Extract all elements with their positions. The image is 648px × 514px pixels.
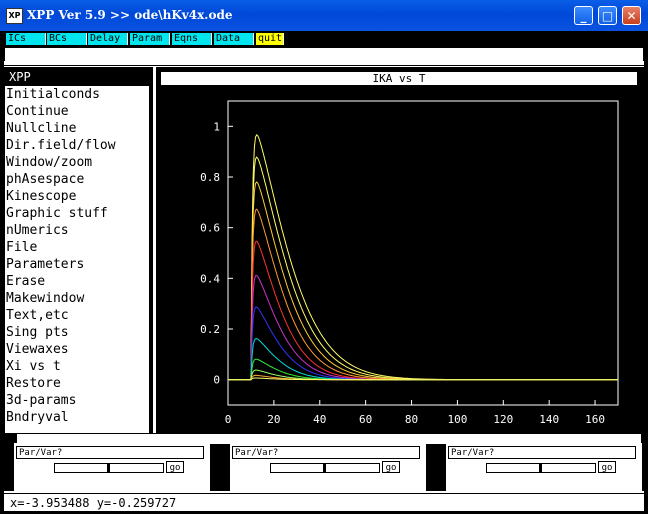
menu-item[interactable]: Erase	[6, 274, 46, 289]
x-tick-label: 120	[493, 413, 513, 426]
graphics-window[interactable]: IKA vs T 0 20 40 60 80 100 120 140 160 0 0.2 0.4 0.6…	[156, 67, 644, 469]
par-var-field[interactable]: Par/Var?	[232, 446, 420, 459]
app-icon: XP	[6, 8, 23, 24]
menu-item[interactable]: Initialconds	[6, 87, 100, 102]
bcs-button[interactable]: BCs	[47, 33, 87, 45]
go-button[interactable]: go	[382, 461, 400, 473]
param-slider-track[interactable]	[54, 463, 164, 473]
menu-item[interactable]: Sing pts	[6, 325, 69, 340]
ics-button[interactable]: ICs	[6, 33, 46, 45]
series-line	[228, 274, 618, 381]
menu-item[interactable]: Restore	[6, 376, 61, 391]
menu-item[interactable]: 3d-params	[6, 393, 77, 408]
menu-title: XPP	[5, 69, 149, 86]
y-tick-label: 0.8	[200, 171, 220, 184]
close-button[interactable]: ✕	[622, 6, 641, 25]
info-line	[4, 61, 644, 66]
eqns-button[interactable]: Eqns	[172, 33, 212, 45]
go-button[interactable]: go	[166, 461, 184, 473]
series-line	[228, 181, 618, 381]
menu-item[interactable]: nUmerics	[6, 223, 69, 238]
x-tick-label: 160	[585, 413, 605, 426]
series-line	[228, 240, 618, 381]
menu-item[interactable]: Text,etc	[6, 308, 69, 323]
menu-item[interactable]: Nullcline	[6, 121, 77, 136]
par-var-field[interactable]: Par/Var?	[448, 446, 636, 459]
y-tick-label: 0.4	[200, 272, 220, 285]
menu-item[interactable]: phAsespace	[6, 172, 85, 187]
param-slider-2: Par/Var? go	[230, 443, 426, 491]
quit-button[interactable]: quit	[256, 33, 284, 45]
data-button[interactable]: Data	[214, 33, 254, 45]
param-button[interactable]: Param	[130, 33, 170, 45]
plot-area[interactable]: 0 20 40 60 80 100 120 140 160 0 0.2 0.4 0.6 0.8 1	[156, 87, 644, 467]
series-line	[228, 306, 618, 381]
menu-item[interactable]: Viewaxes	[6, 342, 69, 357]
plot-frame	[227, 100, 619, 406]
y-tick-label: 0.2	[200, 323, 220, 336]
maximize-button[interactable]: □	[598, 6, 617, 25]
slider-thumb[interactable]	[107, 464, 110, 472]
x-tick-label: 60	[359, 413, 372, 426]
param-slider-3: Par/Var? go	[446, 443, 642, 491]
x-tick-label: 20	[267, 413, 280, 426]
x-tick-label: 80	[405, 413, 418, 426]
minimize-button[interactable]: _	[574, 6, 593, 25]
param-slider-track[interactable]	[270, 463, 380, 473]
parameter-area: Par/Var? go Par/Var? go Par/Var? go	[4, 433, 644, 491]
client-area: ICs BCs Delay Param Eqns Data quit XPP I…	[4, 31, 644, 511]
graph-title: IKA vs T	[160, 71, 638, 86]
par-var-field[interactable]: Par/Var?	[16, 446, 204, 459]
menu-item[interactable]: Kinescope	[6, 189, 77, 204]
menu-item[interactable]: Graphic stuff	[6, 206, 108, 221]
menu-item[interactable]: Parameters	[6, 257, 85, 272]
menu-item[interactable]: Continue	[6, 104, 69, 119]
y-tick-label: 1	[213, 120, 220, 133]
title-bar: XP XPP Ver 5.9 >> ode\hKv4x.ode _ □ ✕	[0, 0, 648, 31]
param-slider-1: Par/Var? go	[14, 443, 210, 491]
window-title: XPP Ver 5.9 >> ode\hKv4x.ode	[27, 8, 233, 22]
status-bar: x=-3.953488 y=-0.259727	[4, 493, 644, 511]
series-line	[228, 156, 618, 381]
menu-item[interactable]: Dir.field/flow	[6, 138, 116, 153]
series-line	[228, 377, 618, 381]
main-menu: XPP Initialconds Continue Nullcline Dir.fie…	[5, 69, 149, 459]
param-slider-track[interactable]	[486, 463, 596, 473]
main-menu-panel: XPP Initialconds Continue Nullcline Dir.fie…	[4, 67, 153, 461]
slider-thumb[interactable]	[539, 464, 542, 472]
y-tick-label: 0.6	[200, 222, 220, 235]
x-tick-label: 100	[447, 413, 467, 426]
menu-item[interactable]: File	[6, 240, 38, 255]
menu-item[interactable]: Bndryval	[6, 410, 69, 425]
menu-item[interactable]: Window/zoom	[6, 155, 93, 170]
delay-button[interactable]: Delay	[88, 33, 128, 45]
button-bar: ICs BCs Delay Param Eqns Data quit	[4, 31, 644, 47]
x-tick-label: 0	[225, 413, 232, 426]
x-tick-label: 40	[313, 413, 326, 426]
go-button[interactable]: go	[598, 461, 616, 473]
menu-item[interactable]: Xi vs t	[6, 359, 61, 374]
slider-thumb[interactable]	[323, 464, 326, 472]
menu-item[interactable]: Makewindow	[6, 291, 85, 306]
y-tick-label: 0	[213, 374, 220, 387]
x-tick-label: 140	[539, 413, 559, 426]
series-line	[228, 133, 618, 381]
